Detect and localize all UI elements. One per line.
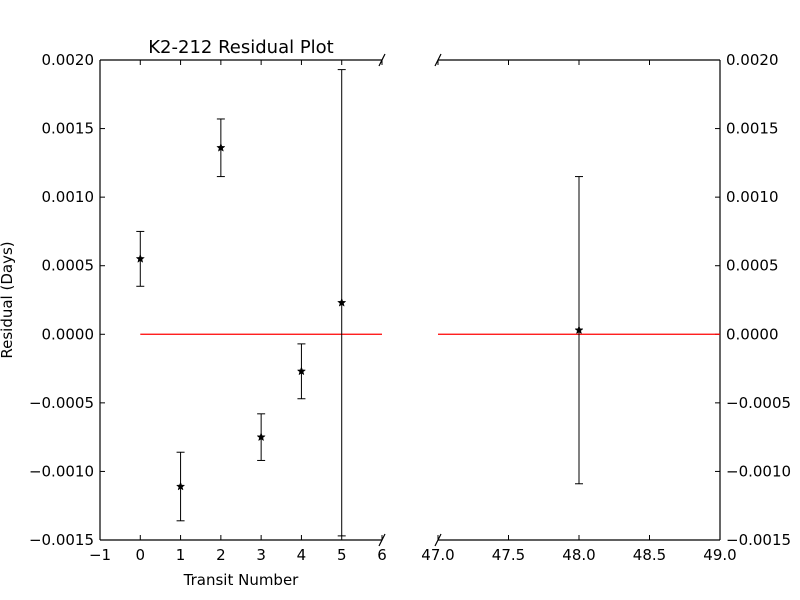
- y-tick-label: 0.0020: [42, 51, 95, 69]
- y-tick-label: −0.0005: [726, 394, 791, 412]
- right-panel: 47.0 47.5 48.0 48.5 49.0 0.0020 0.0015 0.0010 0.…: [421, 51, 791, 564]
- x-tick-label: 3: [256, 546, 266, 564]
- y-tick-label: 0.0005: [42, 257, 95, 275]
- x-tick-label: 6: [377, 546, 387, 564]
- x-tick-label: 48.0: [562, 546, 595, 564]
- x-tick-label: 4: [297, 546, 307, 564]
- x-axis-label: Transit Number: [183, 571, 300, 589]
- y-tick-label: 0.0015: [726, 120, 779, 138]
- y-tick-label: −0.0010: [29, 462, 94, 480]
- y-tick-label: 0.0020: [726, 51, 779, 69]
- x-tick-label: 48.5: [633, 546, 666, 564]
- data-point: [175, 481, 186, 491]
- data-point: [256, 432, 266, 442]
- y-tick-label: 0.0000: [42, 325, 95, 343]
- y-tick-label: 0.0005: [726, 257, 779, 275]
- data-point: [337, 297, 347, 307]
- x-tick-label: 5: [337, 546, 347, 564]
- y-tick-label: −0.0010: [726, 462, 791, 480]
- x-tick-label: 47.0: [421, 546, 454, 564]
- data-point: [296, 366, 307, 376]
- x-tick-label: 47.5: [492, 546, 525, 564]
- chart-title: K2-212 Residual Plot: [148, 37, 334, 58]
- y-tick-label: 0.0015: [42, 120, 95, 138]
- x-tick-label: 49.0: [703, 546, 736, 564]
- x-tick-label: −1: [89, 546, 111, 564]
- y-tick-label: −0.0005: [29, 394, 94, 412]
- y-tick-label: −0.0015: [726, 531, 791, 549]
- y-axis-label: Residual (Days): [0, 241, 16, 358]
- y-tick-label: 0.0000: [726, 325, 779, 343]
- left-panel: −1 0 1 2 3 4 5 6 0.0020 0.0015 0.0010 0.0005 0.0000 −…: [29, 51, 387, 564]
- x-tick-label: 1: [176, 546, 186, 564]
- y-tick-label: −0.0015: [29, 531, 94, 549]
- data-point: [574, 325, 584, 335]
- data-point: [216, 142, 226, 152]
- x-tick-label: 2: [216, 546, 226, 564]
- x-tick-label: 0: [136, 546, 146, 564]
- y-tick-label: 0.0010: [42, 188, 95, 206]
- y-tick-label: 0.0010: [726, 188, 779, 206]
- data-point: [135, 253, 145, 263]
